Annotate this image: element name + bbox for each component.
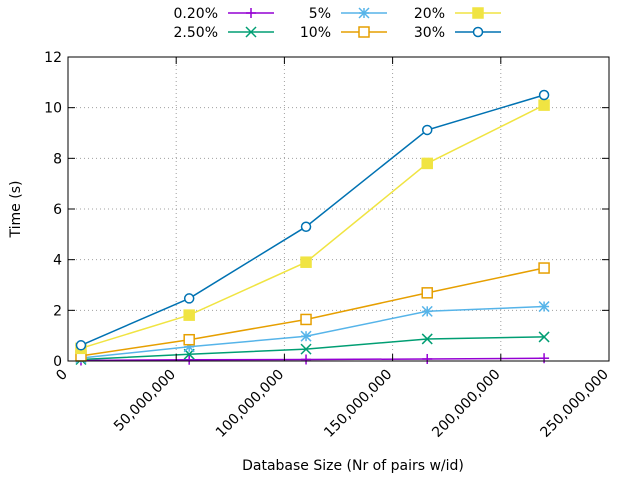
series [75,262,550,362]
data-point [301,354,312,365]
x-tick-label: 100,000,000 [213,367,287,441]
series [75,353,550,366]
data-point [246,8,256,18]
series [75,89,550,351]
data-point [300,313,312,326]
data-point [538,301,550,313]
x-tick-label: 200,000,000 [429,367,503,441]
data-point [245,26,257,38]
data-point [421,305,433,317]
series-line [80,267,545,357]
x-tick-label: 0 [53,367,71,385]
data-point [422,353,433,364]
legend-item: 5% [309,6,387,22]
x-tick-label: 150,000,000 [321,367,395,441]
data-point [538,331,550,343]
data-point [358,7,370,19]
legend-label: 0.20% [174,6,218,22]
legend-item: 20% [414,6,501,22]
y-axis-label: Time (s) [8,181,24,239]
y-tick-label: 10 [44,101,62,117]
data-point [538,262,550,274]
y-tick-label: 2 [53,303,62,319]
y-tick-label: 0 [53,354,62,370]
data-point [421,157,433,170]
data-point [538,89,550,101]
data-point [300,330,312,342]
data-point [421,287,433,299]
data-point [421,124,433,136]
x-tick-label: 50,000,000 [111,367,179,435]
data-point [183,309,195,321]
legend-label: 2.50% [174,25,218,41]
data-point [300,343,312,355]
ticks: 0 2 4 6 8 10 12 0 50,000,000 100,000,000 150,000,0… [44,50,612,441]
grid [68,57,609,361]
legend-label: 5% [309,6,331,22]
legend: 0.20% 2.50% 5% 10% 20% 30% [174,6,501,41]
legend-label: 30% [414,25,445,41]
y-tick-label: 8 [53,151,62,167]
data-point [75,340,87,351]
legend-label: 10% [300,25,331,41]
legend-label: 20% [414,6,445,22]
series [75,99,550,355]
legend-item: 10% [300,25,387,41]
x-axis-label: Database Size (Nr of pairs w/id) [242,458,464,474]
x-tick-label: 250,000,000 [538,367,612,441]
legend-item: 30% [414,25,501,41]
data-point [184,354,195,365]
data-point [538,99,550,111]
legend-item: 2.50% [174,25,274,41]
series-line [80,336,545,361]
y-tick-label: 12 [44,50,62,66]
data-point [472,26,484,38]
series-line [80,104,545,350]
data-point [183,333,195,346]
data-point [183,293,195,304]
y-tick-label: 4 [53,253,62,269]
legend-item: 0.20% [174,6,274,22]
series-line [80,357,545,362]
data-point [421,333,433,345]
data-point [539,353,550,364]
data-point [300,256,312,268]
y-tick-label: 6 [53,202,62,218]
data-point [472,7,484,19]
series-line [80,305,545,359]
data-point [358,26,370,38]
series-line [80,94,545,346]
series-layer [75,89,550,366]
data-point [300,221,312,232]
